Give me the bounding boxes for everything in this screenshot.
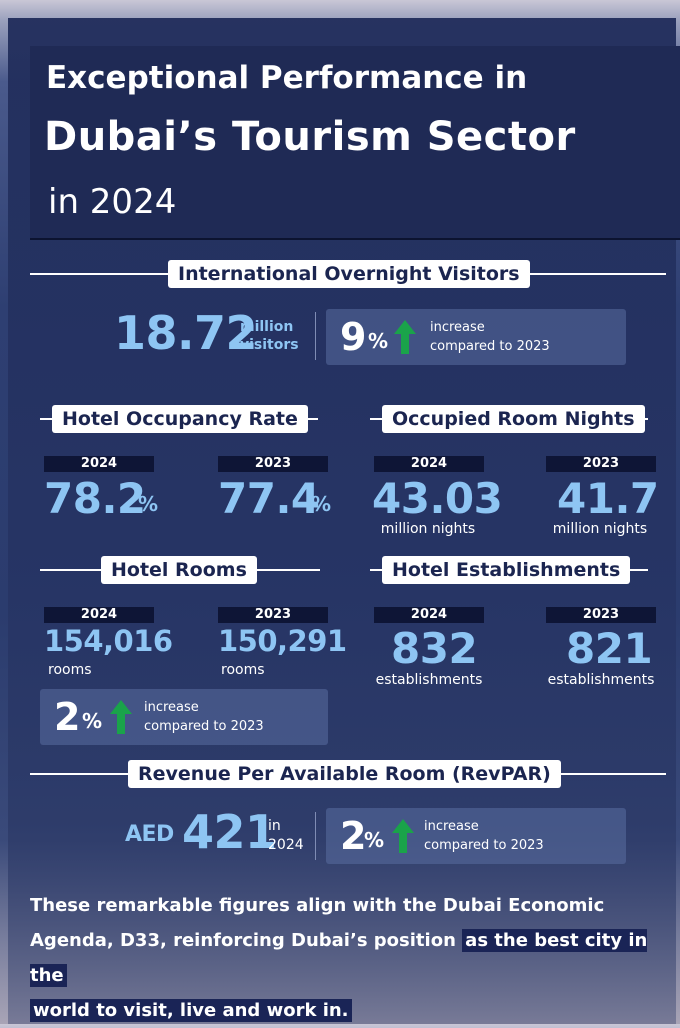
heading-room-nights: Occupied Room Nights [382,405,645,433]
title-line-1: Exceptional Performance in [46,60,528,96]
rooms-2024-value: 154,016 [44,624,173,658]
footer-text-main: These remarkable figures align with the … [30,895,605,951]
occupancy-2023-unit: % [311,492,332,516]
title-box: Exceptional Performance in Dubai’s Touri… [30,46,680,240]
heading-occupancy: Hotel Occupancy Rate [52,405,308,433]
visitors-increase-number: 9 [340,315,367,359]
footer-highlight-2: world to visit, live and work in. [30,999,352,1022]
rooms-year-2024: 2024 [44,607,154,623]
revpar-separator [315,812,316,860]
occupancy-year-2024: 2024 [44,456,154,472]
up-arrow-icon [394,320,416,354]
revpar-increase-percent: % [364,828,385,852]
up-arrow-icon [110,700,132,734]
visitors-separator [315,312,316,360]
rooms-increase-text-1: increase [144,700,199,715]
visitors-value: 18.72 [114,306,258,360]
up-arrow-icon [392,819,414,853]
establishments-year-2024: 2024 [374,607,484,623]
revpar-increase-number: 2 [340,814,367,858]
heading-revpar: Revenue Per Available Room (RevPAR) [128,760,561,788]
establishments-year-2023: 2023 [546,607,656,623]
rooms-2024-unit: rooms [48,662,92,678]
heading-establishments: Hotel Establishments [382,556,631,584]
visitors-increase-text-1: increase [430,320,485,335]
room-nights-2023-unit: million nights [552,521,648,537]
visitors-increase-percent: % [368,329,389,353]
revpar-value: 421 [182,805,277,859]
room-nights-2024-unit: million nights [380,521,476,537]
rooms-increase-text-2: compared to 2023 [144,719,264,734]
title-line-3: in 2024 [48,182,177,222]
rooms-2023-unit: rooms [221,662,265,678]
room-nights-2024-value: 43.03 [372,474,503,523]
visitors-increase-text-2: compared to 2023 [430,339,550,354]
revpar-unit-2: 2024 [268,837,304,853]
title-line-2: Dubai’s Tourism Sector [44,114,576,160]
room-nights-year-2023: 2023 [546,456,656,472]
revpar-increase-box: 2 % increase compared to 2023 [326,808,626,864]
room-nights-2023-value: 41.7 [557,474,659,523]
occupancy-2024-value: 78.2 [44,474,146,523]
establishments-2023-value: 821 [566,624,653,673]
visitors-unit-1: million [240,319,294,335]
rooms-year-2023: 2023 [218,607,328,623]
revpar-currency: AED [125,822,174,847]
establishments-2023-unit: establishments [547,672,655,688]
footer-text: These remarkable figures align with the … [30,888,670,1028]
establishments-2024-value: 832 [391,624,478,673]
rooms-2023-value: 150,291 [218,624,347,658]
rooms-increase-number: 2 [54,695,81,739]
revpar-increase-text-2: compared to 2023 [424,838,544,853]
heading-rooms: Hotel Rooms [101,556,257,584]
visitors-increase-box: 9 % increase compared to 2023 [326,309,626,365]
occupancy-year-2023: 2023 [218,456,328,472]
revpar-unit-1: in [268,818,281,834]
rooms-increase-percent: % [82,709,103,733]
occupancy-2023-value: 77.4 [218,474,320,523]
heading-visitors: International Overnight Visitors [168,260,530,288]
establishments-2024-unit: establishments [375,672,483,688]
visitors-unit-2: visitors [240,337,299,353]
room-nights-year-2024: 2024 [374,456,484,472]
occupancy-2024-unit: % [138,492,159,516]
rooms-increase-box: 2 % increase compared to 2023 [40,689,328,745]
revpar-increase-text-1: increase [424,819,479,834]
